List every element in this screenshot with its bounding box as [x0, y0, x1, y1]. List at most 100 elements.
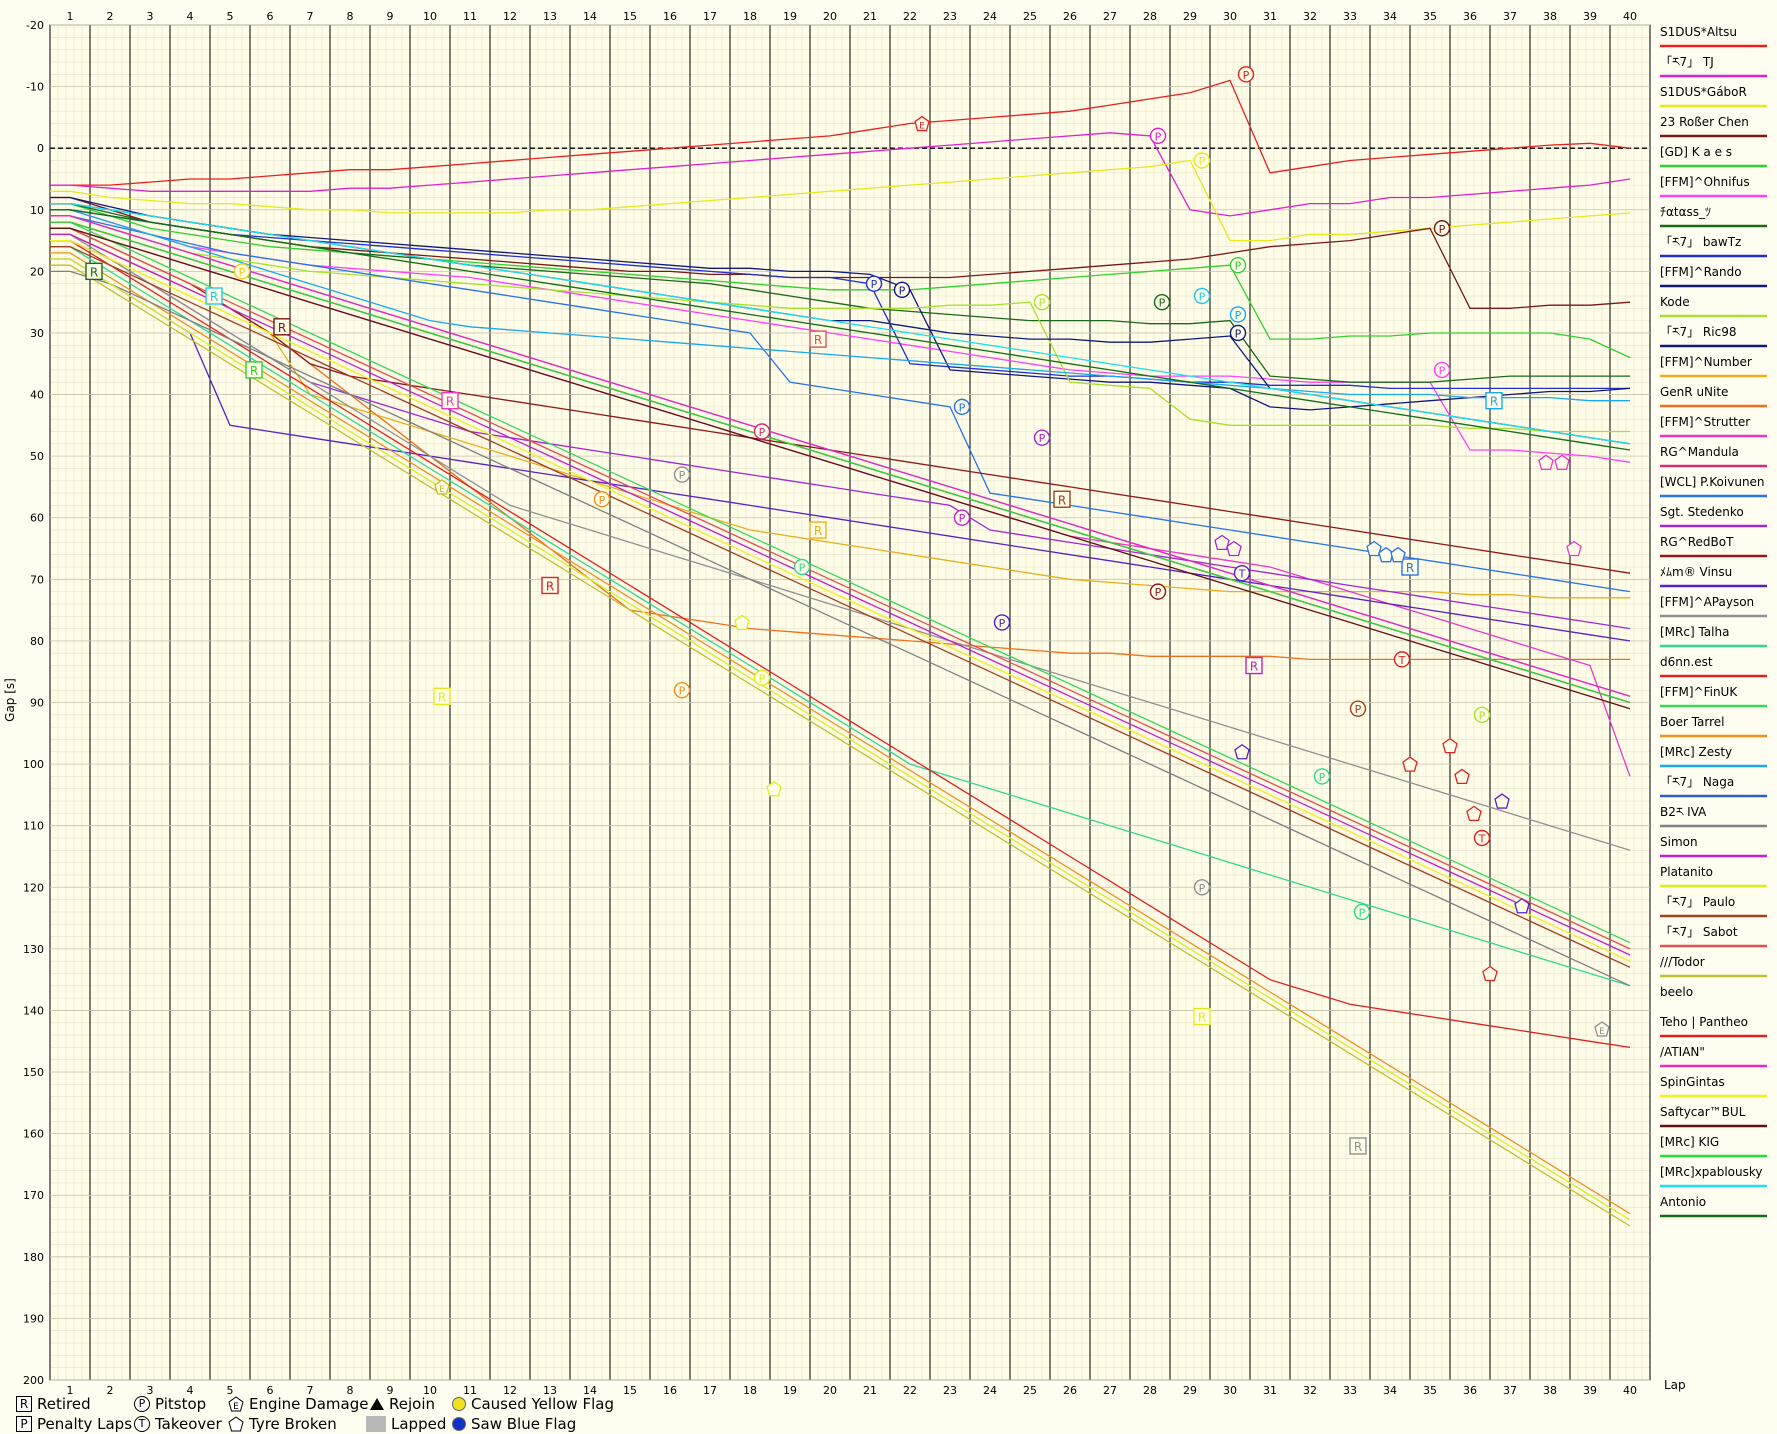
engine-damage-marker-label: E: [919, 122, 925, 132]
x-tick-label-top: 20: [823, 10, 837, 23]
pitstop-marker: [1193, 879, 1211, 896]
pitstop-marker: [1193, 287, 1211, 305]
pitstop-marker-label: P: [1235, 309, 1242, 322]
pitstop-marker-label: P: [1355, 703, 1362, 716]
tyre-broken-marker: [766, 780, 782, 797]
y-tick-label: 130: [23, 943, 44, 956]
x-tick-label-bottom: 24: [983, 1384, 997, 1397]
tyre-broken-marker: [1554, 454, 1570, 470]
x-axis-label: Lap: [1664, 1378, 1686, 1392]
takeover-marker: [1393, 651, 1411, 668]
pitstop-marker-label: P: [799, 562, 806, 575]
tyre-broken-marker: [1494, 793, 1510, 809]
x-tick-label-top: 39: [1583, 10, 1597, 23]
x-tick-label-bottom: 37: [1503, 1384, 1517, 1397]
retired-marker-label: R: [90, 265, 98, 279]
series-line: [50, 233, 1631, 851]
legend-tyre-broken-label: Tyre Broken: [249, 1415, 337, 1433]
series-line: [50, 252, 1631, 1215]
y-axis-ticks: -20 -10 0 10 20 30 40 50 60 70 80 90 100 110 120 130 140…: [23, 19, 44, 1387]
legend-engine-damage-label: Engine Damage: [249, 1395, 369, 1413]
pitstop-marker: [1149, 583, 1167, 600]
retired-marker-label: R: [1198, 1011, 1206, 1025]
retired-marker-label: R: [1058, 493, 1066, 507]
y-tick-label: 100: [23, 758, 44, 771]
x-tick-label-top: 23: [943, 10, 957, 23]
x-tick-label-top: 10: [423, 10, 437, 23]
engine-damage-marker-label: E: [439, 485, 445, 495]
engine-damage-icon: E: [228, 1396, 244, 1412]
pitstop-marker-label: P: [1155, 130, 1162, 143]
legend-entry-label: SpinGintas: [1660, 1075, 1725, 1089]
legend-entry-label: [FFM]^Number: [1660, 355, 1752, 369]
retired-marker-label: R: [814, 333, 822, 347]
pitstop-marker: [1229, 324, 1247, 342]
x-tick-label-top: 32: [1303, 10, 1317, 23]
x-tick-label-bottom: 16: [663, 1384, 677, 1397]
pitstop-marker: [865, 275, 883, 292]
tyre-broken-marker: [1514, 897, 1530, 914]
pitstop-marker-label: P: [1235, 260, 1242, 273]
x-tick-label-top: 35: [1423, 10, 1437, 23]
pitstop-marker-label: P: [599, 494, 606, 507]
series-line: [50, 196, 1631, 411]
legend-pitstop: P Pitstop: [134, 1395, 206, 1413]
pitstop-marker: [753, 423, 771, 440]
pitstop-marker-label: P: [1199, 882, 1206, 895]
legend-entry-label: [FFM]^Ohnifus: [1660, 175, 1750, 189]
pitstop-marker: [753, 669, 771, 687]
pitstop-marker-label: P: [759, 672, 766, 685]
retired-marker-label: R: [446, 395, 454, 409]
retired-marker: [245, 361, 263, 379]
legend-entry-label: [MRc] KIG: [1660, 1135, 1719, 1149]
tyre-broken-marker: [734, 614, 750, 631]
legend-entry-label: [WCL] P.Koivunen: [1660, 475, 1765, 489]
legend-rejoin: Rejoin: [370, 1395, 435, 1413]
x-tick-label-top: 5: [227, 10, 234, 23]
y-tick-label: 190: [23, 1312, 44, 1325]
legend-entry-label: [MRc]xpablousky: [1660, 1165, 1763, 1179]
tyre-broken-marker: [1214, 534, 1230, 551]
x-tick-label-bottom: 17: [703, 1384, 717, 1397]
pitstop-marker: [893, 281, 911, 299]
legend-entry-label: ﾁαtαss_ﾂ: [1660, 205, 1711, 219]
series-line: [50, 227, 1631, 950]
pitstop-marker-label: P: [679, 469, 686, 482]
legend-retired-label: Retired: [37, 1395, 91, 1413]
x-tick-label-bottom: 18: [743, 1384, 757, 1397]
series-line: [50, 239, 1631, 1049]
event-legend: R Retired P Penalty Laps P Pitstop T Tak…: [0, 1395, 1777, 1434]
pitstop-marker-label: P: [759, 426, 766, 439]
legend-caused-yellow-flag: Caused Yellow Flag: [452, 1395, 614, 1413]
engine-damage-marker: [914, 115, 930, 132]
pitstop-marker: [1353, 903, 1371, 921]
x-tick-label-bottom: 27: [1103, 1384, 1117, 1397]
legend-entry-label: 「ར7」 Naga: [1660, 775, 1734, 789]
y-tick-label: -20: [26, 19, 44, 32]
legend-entry-label: 「ར7」 Paulo: [1660, 895, 1735, 909]
svg-text:E: E: [233, 1402, 239, 1412]
legend-entry-label: [FFM]^APayson: [1660, 595, 1754, 609]
pitstop-marker-label: P: [1039, 432, 1046, 445]
tyre-broken-marker: [1390, 546, 1406, 563]
legend-entry-label: d6nn.est: [1660, 655, 1713, 669]
series-lines: [50, 79, 1631, 1227]
x-tick-label-bottom: 39: [1583, 1384, 1597, 1397]
pitstop-marker: [1229, 306, 1247, 323]
legend-entry-label: 「ར7」 bawTz: [1660, 235, 1741, 249]
pitstop-marker: [1349, 700, 1367, 717]
retired-marker: [85, 262, 103, 281]
x-tick-label-bottom: 34: [1383, 1384, 1397, 1397]
series-line: [50, 209, 1631, 451]
x-axis-ticks-bottom: 1 2 3 4 5 6 7 8 9 10 11 12 13 14 15 16 17 18 19 20 21 22 23 24 2…: [67, 1384, 1638, 1397]
tyre-broken-icon: [228, 1416, 244, 1432]
legend-entry-label: [MRc] Zesty: [1660, 745, 1732, 759]
x-tick-label-top: 2: [107, 10, 114, 23]
pitstop-marker-label: P: [1319, 771, 1326, 784]
x-tick-label-bottom: 5: [227, 1384, 234, 1397]
pitstop-marker: [1313, 768, 1331, 785]
y-tick-label: 90: [30, 697, 44, 710]
legend-caused-yellow-flag-label: Caused Yellow Flag: [471, 1395, 614, 1413]
retired-marker-label: R: [1406, 561, 1414, 575]
series-legend: S1DUS*Altsu 「ར7」 TJ S1DUS*GáboR 23 Roßer Ch…: [1659, 25, 1767, 1218]
